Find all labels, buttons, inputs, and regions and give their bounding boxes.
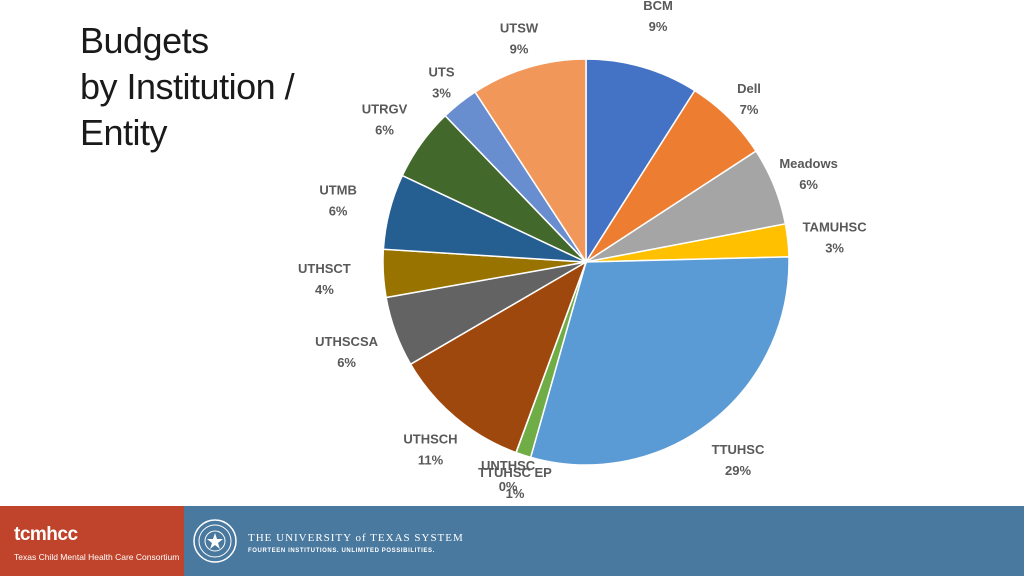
label-bcm: BCM xyxy=(643,0,673,13)
seal-icon xyxy=(193,519,237,563)
slice-utsw xyxy=(474,58,587,265)
pie-chart: BCM 9% Dell 7% Meadows 6% TAMUHSC 3% TTUHSC 29% TT… xyxy=(298,0,867,501)
label-tamuhsc: TAMUHSC xyxy=(803,219,868,234)
percent-utmb: 6% xyxy=(329,203,348,218)
pie-slices xyxy=(382,58,790,466)
label-unthsc: UNTHSC xyxy=(481,458,536,473)
slice-ttuhsc xyxy=(529,256,790,466)
slice-uthsch xyxy=(409,260,588,454)
ut-system-tagline: FOURTEEN INSTITUTIONS. UNLIMITED POSSIBI… xyxy=(248,548,435,554)
label-utrgv: UTRGV xyxy=(362,102,408,117)
slice-bcm xyxy=(585,58,696,265)
percent-tamuhsc: 3% xyxy=(825,240,844,255)
percent-utsw: 9% xyxy=(510,42,529,57)
label-utmb: UTMB xyxy=(319,182,357,197)
label-meadows: Meadows xyxy=(779,156,838,171)
percent-dell: 7% xyxy=(740,102,759,117)
page-title: Budgets by Institution / Entity xyxy=(80,18,295,156)
percent-ttuhsc: 29% xyxy=(725,463,751,478)
percent-uthsct: 4% xyxy=(315,282,334,297)
label-uts: UTS xyxy=(429,65,455,80)
pie-labels: BCM 9% Dell 7% Meadows 6% TAMUHSC 3% TTUHSC 29% TT… xyxy=(298,0,867,501)
percent-ttuhsc-ep: 1% xyxy=(506,486,525,501)
footer-bar: tcmhcc Texas Child Mental Health Care Co… xyxy=(0,506,1024,576)
label-uthscsa: UTHSCSA xyxy=(315,334,378,349)
tcmhcc-logo: tcmhcc xyxy=(14,524,78,545)
percent-uts: 3% xyxy=(432,86,451,101)
percent-meadows: 6% xyxy=(799,177,818,192)
tcmhcc-subtitle: Texas Child Mental Health Care Consortiu… xyxy=(14,552,180,562)
label-ttuhsc-ep: TTUHSC EP xyxy=(478,465,552,480)
percent-bcm: 9% xyxy=(649,19,668,34)
tcmhcc-brand: tcmhcc Texas Child Mental Health Care Co… xyxy=(0,506,184,576)
percent-utrgv: 6% xyxy=(375,123,394,138)
ut-system-name: THE UNIVERSITY of TEXAS SYSTEM xyxy=(248,532,464,544)
title-line-3: Entity xyxy=(80,112,168,153)
label-uthsct: UTHSCT xyxy=(298,261,351,276)
label-uthsch: UTHSCH xyxy=(403,432,457,447)
label-dell: Dell xyxy=(737,81,761,96)
percent-uthscsa: 6% xyxy=(337,355,356,370)
label-utsw: UTSW xyxy=(500,21,539,36)
title-line-1: Budgets xyxy=(80,20,209,61)
percent-unthsc: 0% xyxy=(499,479,518,494)
title-line-2: by Institution / xyxy=(80,66,295,107)
label-ttuhsc: TTUHSC xyxy=(712,442,765,457)
percent-uthsch: 11% xyxy=(418,453,444,468)
